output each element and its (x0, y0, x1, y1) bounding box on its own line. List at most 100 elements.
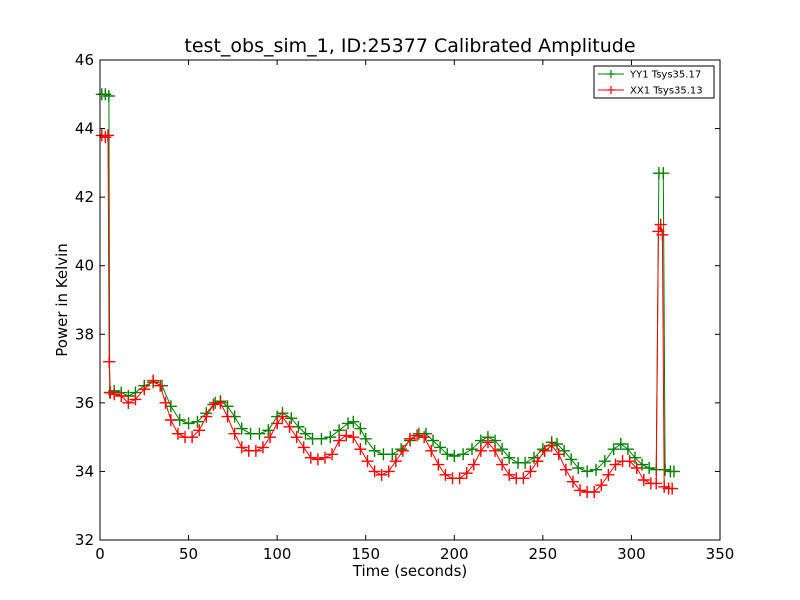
series-point (235, 441, 248, 454)
series-point (659, 463, 672, 476)
series-point (138, 383, 151, 396)
series-point (566, 475, 579, 488)
legend-marker (607, 70, 615, 78)
series-point (207, 398, 220, 411)
series-point (602, 468, 615, 481)
x-tick-label: 350 (706, 545, 735, 563)
series-point (354, 422, 367, 435)
series-point (621, 443, 634, 456)
series-point (667, 465, 680, 478)
series-point (588, 486, 601, 498)
series-point (650, 477, 663, 490)
series-point (299, 427, 312, 440)
series-point (434, 441, 447, 454)
series-point (595, 479, 608, 492)
series-point (276, 410, 289, 423)
plot-frame (99, 59, 721, 541)
series-point (361, 455, 374, 468)
chart-title: test_obs_sim_1, ID:25377 Calibrated Ampl… (184, 35, 635, 57)
legend-item-0: YY1 Tsys35.17 (598, 70, 701, 81)
series-point (333, 424, 346, 437)
series-1 (95, 129, 679, 498)
x-tick-label: 50 (179, 545, 198, 563)
series-point (503, 451, 516, 464)
series-point (147, 374, 160, 387)
series-point (637, 474, 650, 486)
series-point (439, 468, 452, 481)
series-point (304, 451, 317, 464)
series-point (285, 412, 298, 425)
series-point (333, 434, 346, 447)
series-line (101, 93, 674, 472)
legend-item-1: XX1 Tsys35.13 (598, 86, 703, 97)
y-tick-label: 34 (75, 462, 94, 480)
series-point (368, 444, 381, 457)
series-point (524, 465, 537, 478)
series-point (453, 472, 466, 485)
series-point (474, 434, 487, 447)
series-point (115, 390, 128, 402)
series-point (552, 448, 565, 461)
series-point (103, 355, 116, 368)
series-point (581, 465, 594, 478)
series-point (574, 484, 587, 497)
series-point (481, 436, 494, 449)
series-point (347, 415, 360, 428)
series-point (441, 448, 454, 461)
series-point (340, 429, 353, 442)
x-tick-label: 250 (529, 545, 558, 563)
series-point (315, 432, 328, 445)
series-point (427, 434, 440, 447)
y-tick-label: 44 (75, 120, 94, 138)
series-point (228, 427, 241, 440)
legend-box (593, 65, 715, 99)
series-point (572, 462, 585, 474)
series-point (517, 472, 530, 485)
series-point (324, 431, 337, 444)
series-point (630, 462, 643, 474)
series-point (129, 393, 142, 406)
series-point (519, 456, 532, 469)
series-point (489, 434, 502, 447)
series-point (235, 422, 248, 435)
series-point (418, 431, 431, 444)
series-point (354, 443, 367, 456)
series-point (538, 444, 551, 457)
y-axis-label: Power in Kelvin (53, 243, 71, 357)
series-point (496, 458, 509, 471)
series-point (503, 468, 516, 481)
series-point (359, 432, 372, 445)
series-point (607, 443, 620, 456)
series-point (382, 465, 395, 478)
series-line (101, 134, 673, 493)
series-point (614, 438, 627, 450)
series-point (214, 396, 227, 409)
series-point (297, 441, 310, 454)
series-point (489, 444, 502, 457)
series-point (609, 458, 622, 471)
series-point (182, 417, 195, 430)
series-point (598, 455, 611, 468)
series-point (467, 458, 480, 471)
series-point (159, 396, 172, 409)
y-tick-label: 42 (75, 188, 94, 206)
series-point (171, 427, 184, 440)
series-point (551, 438, 564, 450)
series-point (262, 424, 275, 437)
series-point (656, 228, 669, 241)
series-point (193, 424, 206, 437)
series-point (271, 417, 284, 430)
series-point (164, 414, 177, 426)
series-point (466, 443, 478, 456)
series-point (389, 455, 402, 468)
series-point (531, 455, 544, 468)
series-point (460, 467, 473, 480)
legend-label: XX1 Tsys35.13 (630, 86, 703, 97)
legend-label: YY1 Tsys35.17 (629, 70, 701, 81)
series-point (425, 444, 438, 457)
series-0 (95, 88, 680, 478)
x-tick-label: 150 (351, 545, 380, 563)
series-point (404, 432, 416, 445)
y-tick-label: 32 (75, 531, 94, 549)
